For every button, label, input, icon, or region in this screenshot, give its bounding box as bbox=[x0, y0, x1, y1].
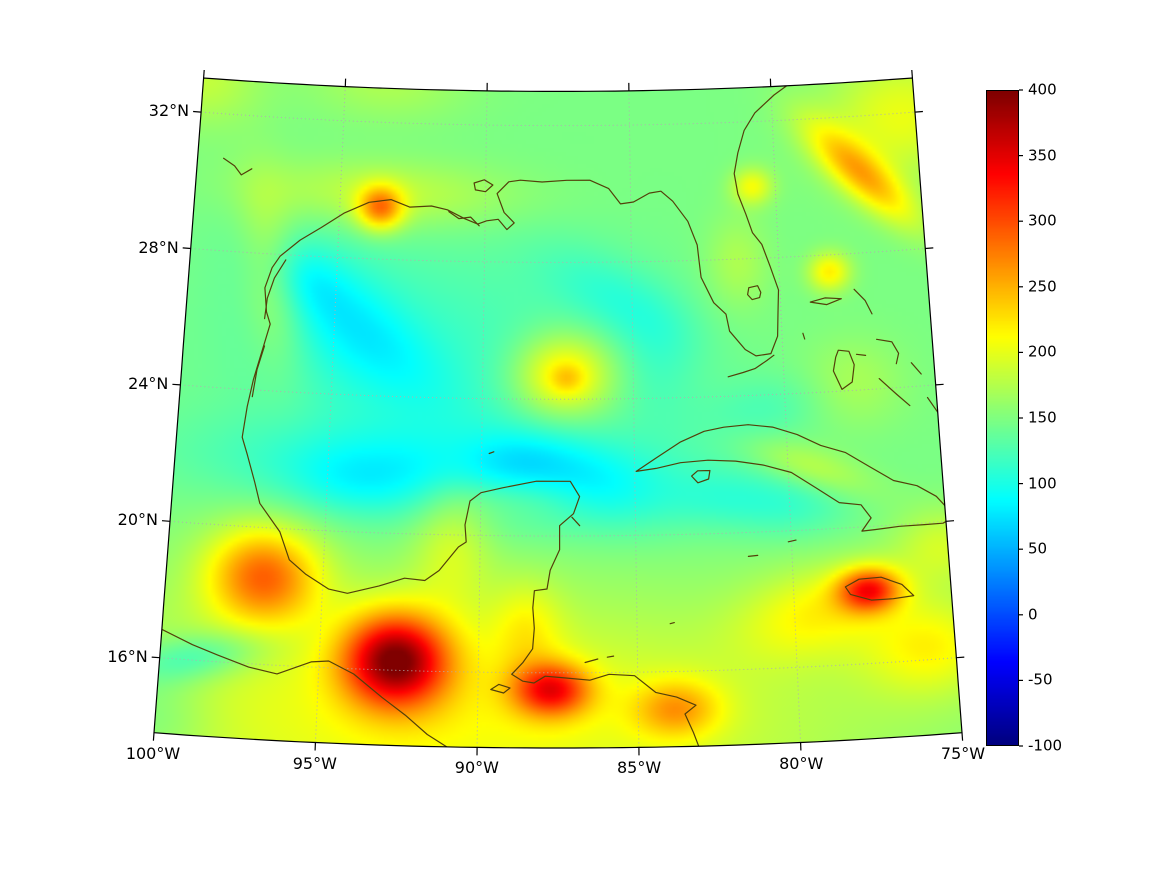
coastline-swan-island bbox=[669, 622, 675, 625]
map-frame bbox=[153, 77, 963, 749]
coastline-andros bbox=[832, 349, 855, 390]
coastline-grand-bahama bbox=[809, 297, 842, 306]
coastline-abaco bbox=[853, 288, 873, 315]
lat-tick-label: 24°N bbox=[128, 374, 169, 393]
coastline-lake-pontchartrain bbox=[473, 179, 494, 193]
lat-tick-label: 20°N bbox=[117, 510, 158, 530]
map-heatmap-canvas bbox=[140, 70, 980, 762]
colorbar-tick-label: 100 bbox=[1028, 474, 1057, 493]
lon-tick-label: 85°W bbox=[617, 758, 662, 778]
coastline-louisiana-bayous bbox=[448, 211, 480, 227]
coastline-isla-juventud bbox=[691, 469, 711, 484]
colorbar-tick-label: 0 bbox=[1028, 605, 1038, 624]
colorbar-tick-label: 200 bbox=[1028, 342, 1057, 361]
colorbar-tick-label: 350 bbox=[1028, 146, 1057, 165]
colorbar-gradient bbox=[987, 91, 1018, 745]
colorbar-tick-label: -50 bbox=[1028, 670, 1053, 689]
colorbar-tick-label: 150 bbox=[1028, 408, 1057, 427]
lon-tick-label: 75°W bbox=[940, 743, 986, 763]
colorbar-tick-label: 400 bbox=[1028, 80, 1057, 99]
lat-tick-label: 32°N bbox=[148, 101, 190, 121]
axis-ticks bbox=[151, 69, 965, 756]
lon-tick-label: 90°W bbox=[454, 758, 499, 778]
graticule-gridlines bbox=[154, 78, 962, 748]
coastline-bimini bbox=[802, 332, 806, 340]
coastline-little-cayman bbox=[787, 539, 797, 543]
coastline-lake-okeechobee bbox=[747, 285, 762, 301]
lon-tick-label: 100°W bbox=[125, 743, 181, 763]
coastline-padre-island bbox=[264, 259, 287, 320]
coastline-jamaica bbox=[844, 576, 915, 601]
coastline-eleuthera bbox=[876, 338, 900, 365]
lat-tick-label: 16°N bbox=[107, 646, 148, 666]
coastline-florida-keys bbox=[727, 354, 775, 378]
coastline-exuma-chain bbox=[878, 378, 911, 407]
coastline-cat-island bbox=[910, 362, 922, 375]
coastline-long-island-bahamas bbox=[926, 396, 939, 413]
coastline-alacranes-reef bbox=[488, 451, 495, 455]
coastline-cozumel bbox=[571, 516, 581, 527]
colorbar bbox=[986, 90, 1019, 746]
coastline-pacific-coast bbox=[159, 628, 451, 748]
coastline-texas-hill-lakes bbox=[223, 157, 253, 176]
coastline-new-providence bbox=[855, 353, 867, 356]
colorbar-tick-label: -100 bbox=[1028, 736, 1063, 755]
coastline-gulf-atlantic-mainland bbox=[241, 83, 790, 747]
lon-tick-label: 80°W bbox=[779, 753, 824, 773]
colorbar-tick-label: 250 bbox=[1028, 277, 1057, 296]
colorbar-ticks bbox=[1019, 89, 1023, 747]
coastline-roatan bbox=[584, 658, 599, 664]
lon-tick-label: 95°W bbox=[292, 753, 337, 773]
lat-tick-label: 28°N bbox=[138, 237, 179, 257]
coastline-laguna-madre-mexico bbox=[251, 345, 266, 398]
colorbar-tick-label: 50 bbox=[1028, 539, 1048, 558]
coastline-grand-cayman bbox=[747, 554, 759, 557]
coastline-lake-izabal bbox=[490, 683, 511, 694]
colorbar-tick-label: 300 bbox=[1028, 211, 1057, 230]
coastline-guanaja bbox=[606, 655, 615, 658]
coastline-cuba bbox=[635, 424, 955, 532]
coastlines bbox=[159, 83, 955, 748]
